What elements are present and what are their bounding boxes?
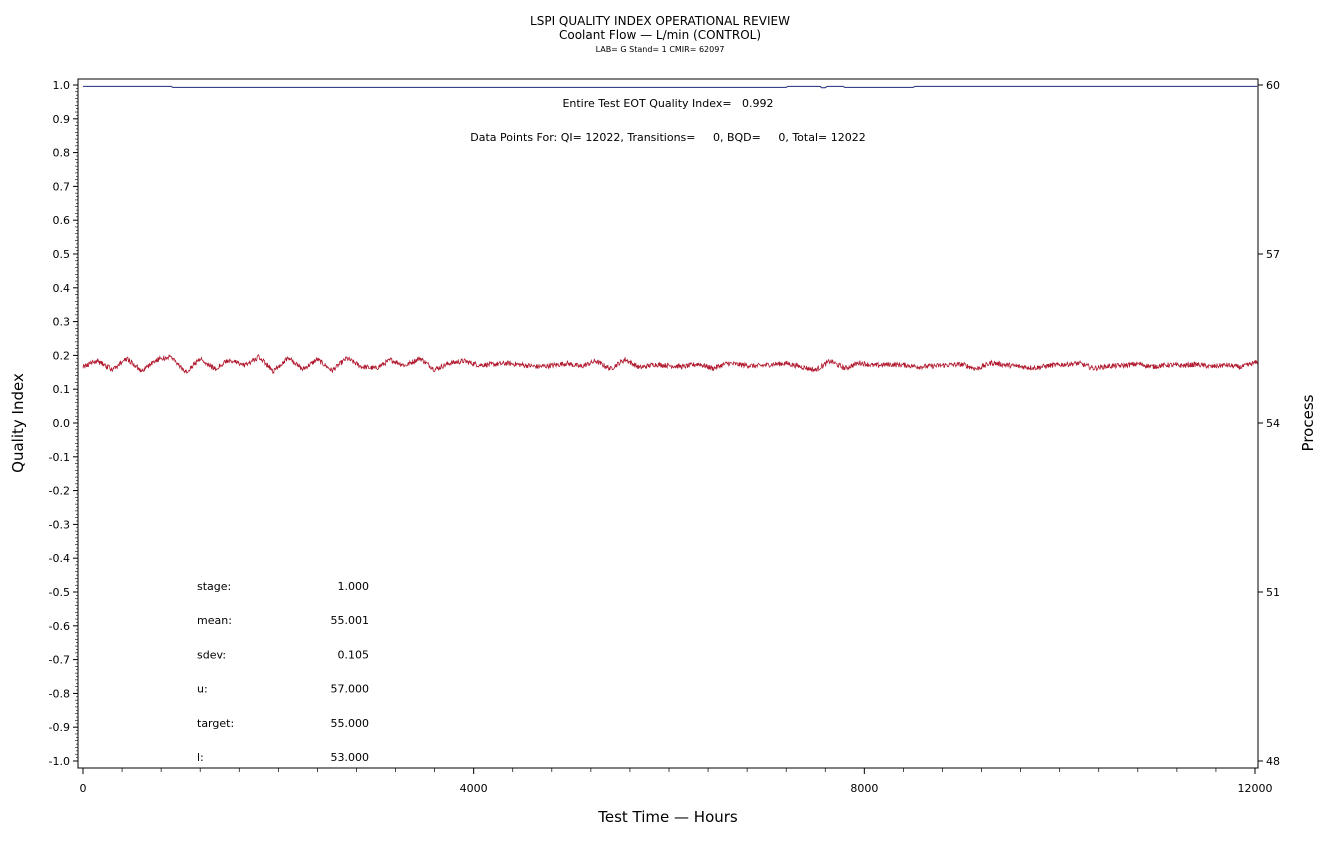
stat-value: 55.000 bbox=[331, 717, 370, 730]
y-tick-label: -0.2 bbox=[49, 485, 70, 498]
y-tick-label: 0.2 bbox=[53, 349, 71, 362]
chart-title: LSPI QUALITY INDEX OPERATIONAL REVIEW bbox=[530, 14, 790, 28]
y2-tick-label: 54 bbox=[1266, 417, 1280, 430]
y-tick-label: -1.0 bbox=[49, 755, 70, 768]
data-points-summary: Data Points For: QI= 12022, Transitions=… bbox=[470, 131, 865, 144]
y-tick-label: -0.6 bbox=[49, 620, 70, 633]
y-tick-label: 0.5 bbox=[53, 248, 71, 261]
series-line-1 bbox=[82, 354, 1258, 375]
y2-tick-label: 57 bbox=[1266, 248, 1280, 261]
stat-label: sdev: bbox=[197, 648, 226, 661]
y-tick-label: -0.1 bbox=[49, 451, 70, 464]
stat-label: mean: bbox=[197, 614, 232, 627]
y-axis-left: 1.0 0.9 0.8 0.7 0.6 0.5 0.4 0.3 0.2 0.1 0.0 -0.1 -0.… bbox=[49, 79, 78, 768]
x-tick-label: 8000 bbox=[850, 782, 878, 795]
y-tick-label: -0.9 bbox=[49, 721, 70, 734]
y-tick-label: 0.6 bbox=[53, 214, 71, 227]
y2-tick-label: 51 bbox=[1266, 586, 1280, 599]
y-tick-label: 0.7 bbox=[53, 180, 71, 193]
y-axis-right: 60 57 54 51 48 bbox=[1258, 79, 1280, 768]
y-tick-label: 0.3 bbox=[53, 316, 71, 329]
series-line-0 bbox=[83, 85, 1258, 89]
y2-tick-label: 48 bbox=[1266, 755, 1280, 768]
stat-label: l: bbox=[197, 751, 204, 764]
stat-label: stage: bbox=[197, 580, 231, 593]
y2-axis-label: Process bbox=[1299, 394, 1317, 451]
y-tick-label: -0.3 bbox=[49, 518, 70, 531]
y2-tick-label: 60 bbox=[1266, 79, 1280, 92]
x-axis: 0 4000 8000 12000 bbox=[80, 768, 1273, 795]
x-tick-label: 4000 bbox=[460, 782, 488, 795]
y-tick-label: -0.4 bbox=[49, 552, 70, 565]
stat-value: 1.000 bbox=[338, 580, 370, 593]
stat-value: 55.001 bbox=[331, 614, 370, 627]
chart-subtitle-2: LAB= G Stand= 1 CMIR= 62097 bbox=[596, 45, 725, 54]
stat-value: 57.000 bbox=[331, 683, 370, 696]
series-group bbox=[82, 85, 1258, 375]
stat-value: 0.105 bbox=[338, 648, 370, 661]
plot-frame bbox=[77, 78, 1259, 769]
y-tick-label: 0.9 bbox=[53, 113, 71, 126]
stats-block: stage: 1.000 mean: 55.001 sdev: 0.105 u: 57.000… bbox=[197, 580, 369, 764]
y-tick-label: -0.8 bbox=[49, 687, 70, 700]
x-axis-minor-ticks bbox=[121, 768, 1217, 772]
x-axis-label: Test Time — Hours bbox=[597, 808, 738, 826]
stat-label: u: bbox=[197, 683, 208, 696]
y-tick-label: 0.4 bbox=[53, 282, 71, 295]
stat-value: 53.000 bbox=[331, 751, 370, 764]
x-tick-label: 0 bbox=[80, 782, 87, 795]
x-tick-label: 12000 bbox=[1238, 782, 1273, 795]
y-tick-label: -0.5 bbox=[49, 586, 70, 599]
y-tick-label: 0.0 bbox=[53, 417, 71, 430]
chart-subtitle: Coolant Flow — L/min (CONTROL) bbox=[559, 28, 761, 42]
y-tick-label: 1.0 bbox=[53, 79, 71, 92]
y-tick-label: 0.8 bbox=[53, 147, 71, 160]
y-tick-label: 0.1 bbox=[53, 383, 71, 396]
stat-label: target: bbox=[197, 717, 234, 730]
eot-quality-index: Entire Test EOT Quality Index= 0.992 bbox=[562, 97, 773, 110]
y-axis-label: Quality Index bbox=[9, 373, 27, 473]
y-tick-label: -0.7 bbox=[49, 654, 70, 667]
